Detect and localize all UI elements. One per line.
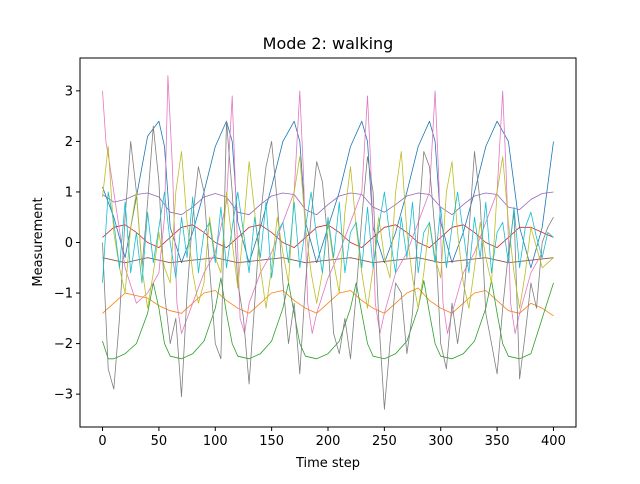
series-line-8 [102,120,554,410]
x-tick-label: 100 [203,434,228,449]
series-line-3 [102,277,554,360]
y-tick-label: 3 [65,84,73,99]
y-axis-label: Measurement [31,197,46,286]
x-tick-label: 150 [259,434,284,449]
y-tick-label: 0 [65,236,73,251]
x-tick-label: 0 [98,434,106,449]
chart-title: Mode 2: walking [263,34,394,53]
x-tick-label: 350 [485,434,510,449]
series-line-5 [102,191,554,216]
series-line-7 [102,75,543,334]
x-axis: 0 50 100 150 200 250 300 350 400 [98,427,566,449]
y-tick-label: 2 [65,135,73,150]
series-layer [102,75,554,410]
y-tick-label: 1 [65,185,73,200]
x-axis-label: Time step [295,456,360,471]
x-tick-label: 200 [316,434,341,449]
x-tick-label: 250 [372,434,397,449]
x-tick-label: 400 [541,434,566,449]
x-tick-label: 300 [428,434,453,449]
series-line-1 [102,120,554,269]
y-tick-label: −1 [54,287,73,302]
y-tick-label: −3 [54,388,73,403]
y-axis: −3 −2 −1 0 1 2 3 [54,84,80,403]
x-tick-label: 50 [151,434,168,449]
y-tick-label: −2 [54,337,73,352]
series-line-2 [102,287,554,317]
series-line-10 [102,191,554,284]
